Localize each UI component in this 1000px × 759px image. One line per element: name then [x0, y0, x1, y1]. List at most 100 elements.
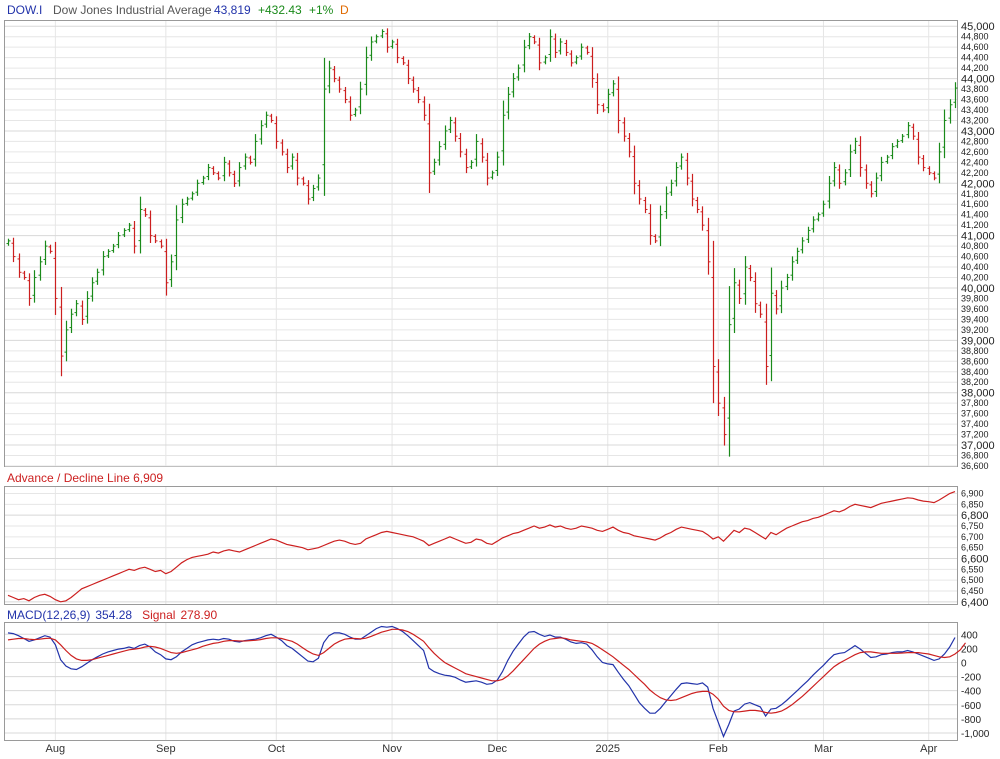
ohlc-bar	[185, 196, 190, 206]
ohlc-bar	[869, 181, 874, 198]
ohlc-bar	[885, 154, 890, 164]
ohlc-bar	[795, 247, 800, 264]
adline-tick-label: 6,900	[961, 489, 984, 499]
ohlc-bar	[38, 256, 43, 281]
ohlc-bar	[906, 122, 911, 139]
ohlc-bar	[627, 133, 632, 158]
ohlc-bar	[927, 166, 932, 176]
macd-panel-title: MACD(12,26,9) 354.28 Signal 278.90	[7, 608, 217, 622]
price-tick-label: 37,600	[961, 409, 989, 419]
price-tick-label: 41,000	[961, 231, 995, 243]
price-tick-label: 37,800	[961, 398, 989, 408]
price-tick-label: 41,600	[961, 199, 989, 209]
ohlc-bar	[590, 47, 595, 88]
ohlc-bar	[11, 237, 16, 263]
macd-tick-label: -1,000	[961, 729, 990, 740]
ohlc-bar	[22, 270, 27, 280]
ohlc-bar	[800, 237, 805, 254]
price-tick-label: 36,800	[961, 451, 989, 461]
ohlc-bar	[932, 171, 937, 181]
ohlc-bar	[532, 35, 537, 45]
ohlc-bar	[132, 220, 137, 254]
price-panel	[4, 20, 958, 467]
price-change-pct-label: +1%	[309, 3, 334, 17]
price-tick-label: 44,000	[961, 74, 995, 86]
ohlc-bar	[748, 264, 753, 282]
ohlc-bar	[69, 308, 74, 334]
ohlc-bar	[237, 162, 242, 187]
ohlc-bar	[774, 290, 779, 315]
ohlc-bar	[111, 243, 116, 253]
adline-series-line	[7, 491, 956, 603]
ohlc-bar	[890, 142, 895, 160]
ohlc-bar	[190, 191, 195, 201]
price-tick-label: 38,000	[961, 388, 995, 400]
price-tick-label: 39,000	[961, 335, 995, 347]
ohlc-bar	[874, 172, 879, 197]
ohlc-bar	[743, 256, 748, 305]
ohlc-bar	[948, 99, 953, 124]
price-ohlc-bars	[6, 28, 958, 457]
ohlc-bar	[690, 173, 695, 207]
x-tick-label: 2025	[596, 743, 620, 755]
ohlc-bar	[95, 268, 100, 285]
ohlc-bar	[837, 164, 842, 189]
ohlc-bar	[548, 29, 553, 62]
price-change-label: +432.43	[258, 3, 302, 17]
ohlc-bar	[827, 175, 832, 209]
ohlc-bar	[74, 300, 79, 317]
x-tick-label: Feb	[709, 743, 728, 755]
ohlc-bar	[311, 184, 316, 202]
macd-name: MACD(12,26,9)	[7, 608, 90, 622]
adline-tick-label: 6,500	[961, 575, 984, 585]
ohlc-bar	[59, 286, 64, 377]
ohlc-bar	[290, 153, 295, 170]
period-toggle[interactable]: D	[340, 3, 349, 17]
ohlc-bar	[269, 113, 274, 123]
adline-tick-label: 6,750	[961, 521, 984, 531]
price-tick-label: 40,400	[961, 262, 989, 272]
price-tick-label: 42,600	[961, 147, 989, 157]
ohlc-bar	[80, 300, 85, 325]
signal-value: 278.90	[180, 608, 217, 622]
ohlc-bar	[464, 148, 469, 174]
ohlc-bar	[516, 64, 521, 81]
ohlc-bar	[864, 164, 869, 189]
ohlc-bar	[606, 88, 611, 114]
ohlc-bar	[201, 175, 206, 185]
ohlc-bar	[679, 153, 684, 170]
macd-tick-label: -200	[961, 673, 981, 684]
adline-panel	[4, 486, 958, 605]
ohlc-bar	[206, 163, 211, 181]
ohlc-bar	[522, 39, 527, 73]
ohlc-bar	[148, 210, 153, 243]
ohlc-bar	[937, 142, 942, 184]
ohlc-bar	[64, 320, 69, 362]
price-tick-label: 41,400	[961, 210, 989, 220]
price-tick-label: 36,600	[961, 461, 989, 471]
ohlc-bar	[669, 179, 674, 196]
ohlc-bar	[643, 196, 648, 214]
ohlc-bar	[953, 82, 958, 109]
symbol-label[interactable]: DOW.I	[7, 3, 42, 17]
ohlc-bar	[353, 107, 358, 117]
ohlc-bar	[195, 179, 200, 196]
price-tick-label: 40,000	[961, 283, 995, 295]
price-tick-label: 42,000	[961, 178, 995, 190]
ohlc-bar	[553, 33, 558, 58]
ohlc-bar	[385, 28, 390, 53]
ohlc-bar	[222, 156, 227, 182]
ohlc-bar	[632, 145, 637, 195]
signal-series-line	[7, 628, 966, 714]
macd-series-line	[7, 625, 956, 739]
ohlc-bar	[458, 133, 463, 158]
ohlc-bar	[180, 198, 185, 224]
ohlc-bar	[101, 251, 106, 276]
x-tick-label: Oct	[268, 743, 285, 755]
ohlc-bar	[380, 29, 385, 39]
ohlc-bar	[543, 55, 548, 65]
x-tick-label: Dec	[488, 743, 508, 755]
ohlc-bar	[90, 277, 95, 302]
ohlc-bar	[601, 103, 606, 113]
index-name-label: Dow Jones Industrial Average	[53, 3, 212, 17]
